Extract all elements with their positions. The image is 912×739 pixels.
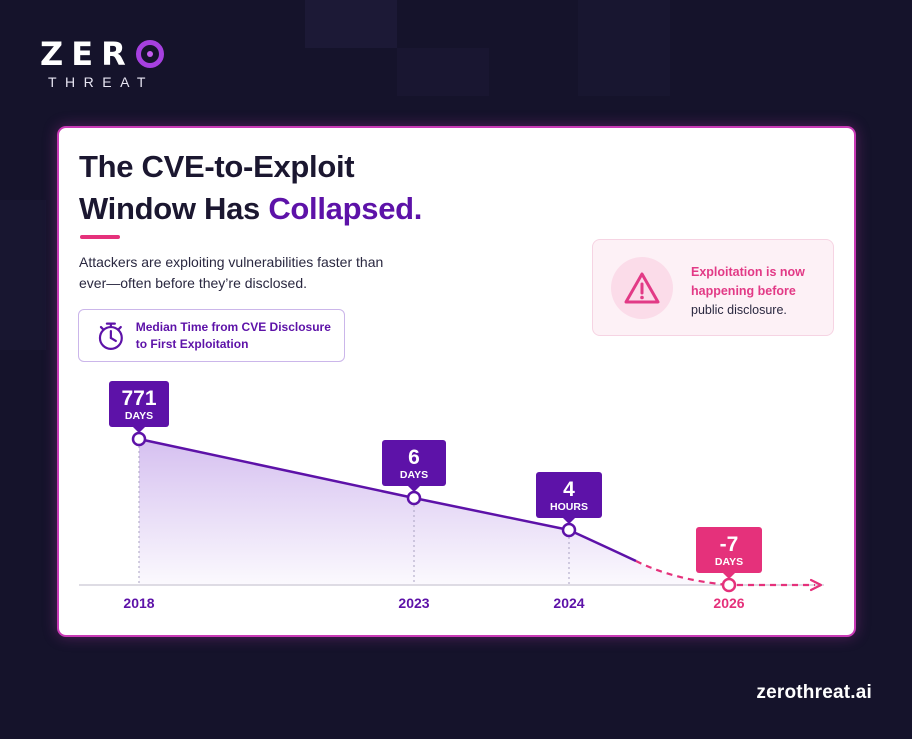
background-tile <box>0 200 46 350</box>
projection-line <box>635 560 730 587</box>
area-fill <box>139 439 729 585</box>
subtitle: Attackers are exploiting vulnerabilities… <box>79 254 384 291</box>
disclosure-callout: Exploitation is now happening before pub… <box>592 239 834 336</box>
data-badge <box>382 440 446 486</box>
callout-line-2: happening before <box>691 284 796 298</box>
x-tick-label: 2026 <box>713 595 744 611</box>
x-tick-label: 2018 <box>123 595 154 611</box>
data-badge <box>536 472 602 518</box>
data-badge-pointer <box>408 486 420 492</box>
title-line-2: Window Has Collapsed. <box>79 188 422 230</box>
data-point <box>561 522 577 538</box>
data-label-unit: HOURS <box>550 501 588 513</box>
x-tick-label: 2023 <box>398 595 429 611</box>
data-badge-pointer <box>133 427 145 433</box>
title-divider <box>80 235 120 239</box>
data-label-value: 771 <box>121 387 156 410</box>
data-badge-pointer <box>723 573 735 579</box>
callout-line-1: Exploitation is now <box>691 265 805 279</box>
brand-logo: ZER THREAT <box>40 38 164 90</box>
background-tile <box>305 0 397 48</box>
data-label-value: -7 <box>720 533 739 556</box>
title-accent: Collapsed. <box>268 191 423 226</box>
logo-word-text: ZER <box>40 35 134 73</box>
logo-subtitle: THREAT <box>48 74 154 90</box>
data-point <box>131 431 147 447</box>
metric-label-box: Median Time from CVE Disclosure to First… <box>78 309 345 362</box>
logo-wordmark: ZER <box>40 38 164 70</box>
data-point <box>406 490 422 506</box>
logo-o-icon <box>135 40 164 68</box>
background-tile <box>578 0 670 96</box>
data-label-unit: DAYS <box>400 469 428 481</box>
warning-icon <box>624 272 660 304</box>
title-line-2-prefix: Window Has <box>79 191 269 226</box>
data-label-value: 6 <box>408 446 420 469</box>
data-point <box>721 577 737 593</box>
data-badge <box>696 527 762 573</box>
metric-label: Median Time from CVE Disclosure to First… <box>135 319 331 351</box>
arrow-right-icon <box>809 578 823 592</box>
title-line-1: The CVE-to-Exploit <box>79 149 355 184</box>
infographic-card: The CVE-to-Exploit Window Has Collapsed.… <box>57 126 856 637</box>
data-label-unit: DAYS <box>715 556 743 568</box>
warning-icon-circle <box>611 257 673 319</box>
data-badge <box>109 381 169 427</box>
footer-url: zerothreat.ai <box>756 682 872 703</box>
data-badge-pointer <box>563 518 575 524</box>
data-label-value: 4 <box>563 478 575 501</box>
background-tile <box>397 48 489 96</box>
callout-line-3: public disclosure. <box>691 303 787 317</box>
stopwatch-icon <box>98 322 123 350</box>
callout-text: Exploitation is now happening before pub… <box>691 263 821 320</box>
x-tick-label: 2024 <box>553 595 584 611</box>
data-label-unit: DAYS <box>125 410 153 422</box>
page-title: The CVE-to-Exploit Window Has Collapsed. <box>79 146 422 230</box>
